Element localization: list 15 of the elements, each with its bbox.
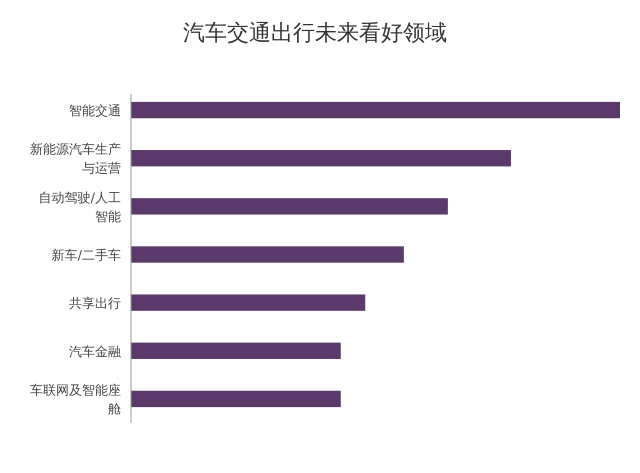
- chart-title: 汽车交通出行未来看好领域: [183, 21, 447, 46]
- bar: [131, 294, 366, 311]
- y-tick-label: 汽车金融: [69, 344, 121, 360]
- bar: [131, 150, 511, 166]
- bar: [131, 246, 404, 263]
- y-tick-label: 新能源汽车生产与运营: [30, 142, 121, 177]
- bar: [131, 198, 448, 215]
- bar: [131, 390, 341, 408]
- bar: [131, 102, 620, 118]
- y-tick-label: 新车/二手车: [52, 248, 121, 264]
- y-tick-label: 共享出行: [69, 296, 121, 312]
- y-tick-label: 自动驾驶/人工智能: [38, 190, 121, 225]
- y-tick-label: 车联网及智能座舱: [30, 382, 121, 418]
- y-tick-label: 智能交通: [69, 103, 121, 120]
- bar: [131, 342, 341, 359]
